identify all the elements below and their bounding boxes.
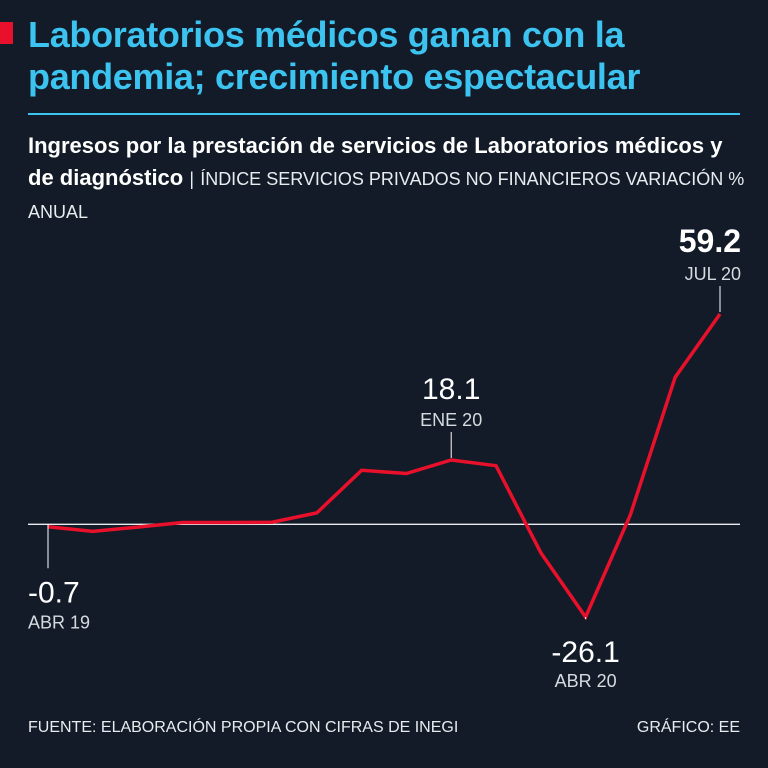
- source-note: FUENTE: ELABORACIÓN PROPIA CON CIFRAS DE…: [28, 719, 459, 736]
- subtitle-separator: |: [189, 169, 195, 189]
- value-label-ene-20: 18.1: [422, 373, 480, 406]
- date-label-abr-20: ABR 20: [555, 671, 617, 691]
- date-label-jul-20: JUL 20: [685, 264, 741, 284]
- series-line: [47, 312, 722, 621]
- graphic-credit: GRÁFICO: EE: [636, 719, 740, 736]
- subtitle-unit: ÍNDICE SERVICIOS PRIVADOS NO FINANCIEROS…: [28, 169, 745, 222]
- chart-subtitle: Ingresos por la prestación de servicios …: [28, 130, 748, 228]
- value-label-abr-19: -0.7: [28, 576, 80, 609]
- value-label-jul-20: 59.2: [679, 223, 741, 259]
- date-label-abr-19: ABR 19: [28, 612, 90, 632]
- accent-bar: [0, 22, 13, 44]
- date-label-ene-20: ENE 20: [420, 410, 482, 430]
- chart-title: Laboratorios médicos ganan con la pandem…: [28, 14, 641, 97]
- subtitle-main: Ingresos por la prestación de servicios …: [28, 133, 723, 190]
- title-divider: [28, 113, 740, 115]
- value-label-abr-20: -26.1: [551, 636, 619, 669]
